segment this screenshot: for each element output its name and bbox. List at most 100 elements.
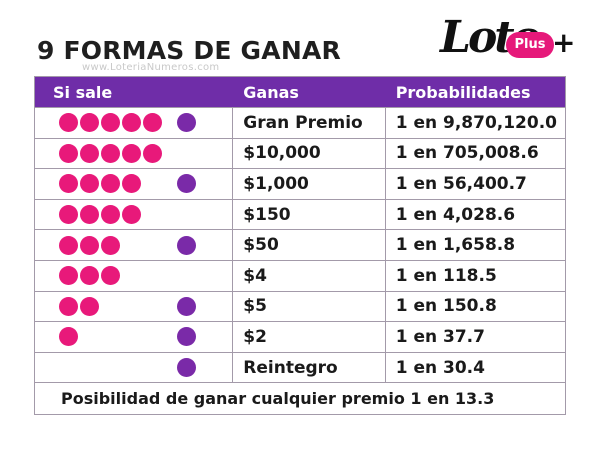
odds-label: 1 en 30.4 [395, 357, 485, 378]
prize-cell: $50 [233, 230, 386, 260]
logo-plus-sign: + [552, 26, 576, 59]
main-ball-icon [80, 143, 99, 163]
main-ball-icon [101, 143, 120, 163]
prize-cell: Reintegro [233, 352, 386, 383]
table-body: Gran Premio 1 en 9,870,120.0 $10,000 1 en 7… [35, 107, 565, 383]
prize-label: Reintegro [243, 357, 338, 378]
table-header: Si sale Ganas Probabilidades [35, 77, 565, 107]
prize-cell: $2 [233, 322, 386, 352]
odds-label: 1 en 1,658.8 [395, 235, 516, 256]
main-balls [59, 327, 78, 347]
balls-cell [35, 199, 234, 230]
table-row: $2 1 en 37.7 [35, 321, 565, 352]
main-balls [59, 143, 162, 163]
prize-label: $2 [243, 326, 267, 347]
main-balls [59, 235, 120, 255]
main-balls [59, 174, 141, 194]
watermark-text: www.LoteriaNumeros.com [82, 62, 220, 73]
main-ball-icon [101, 113, 120, 133]
bonus-ball-icon [177, 174, 196, 194]
odds-cell: 1 en 4,028.6 [386, 200, 565, 230]
main-ball-icon [80, 296, 99, 316]
main-ball-icon [80, 174, 99, 194]
odds-label: 1 en 118.5 [395, 265, 497, 286]
odds-label: 1 en 37.7 [395, 326, 485, 347]
odds-label: 1 en 4,028.6 [395, 204, 516, 225]
odds-cell: 1 en 705,008.6 [386, 139, 565, 169]
header-probabilidades: Probabilidades [395, 82, 531, 102]
main-ball-icon [122, 205, 141, 225]
main-balls [59, 296, 99, 316]
balls-cell [35, 352, 234, 383]
main-ball-icon [59, 174, 78, 194]
balls-cell [35, 322, 234, 352]
odds-cell: 1 en 150.8 [386, 292, 565, 322]
odds-cell: 1 en 37.7 [386, 322, 565, 352]
prize-label: $50 [243, 235, 279, 256]
odds-label: 1 en 56,400.7 [395, 173, 527, 194]
odds-cell: 1 en 1,658.8 [386, 230, 565, 260]
balls-cell [35, 169, 234, 199]
header-ganas: Ganas [243, 82, 299, 102]
prize-label: $10,000 [243, 143, 321, 164]
prize-label: $5 [243, 296, 267, 317]
logo-plus-badge: Plus [506, 32, 554, 58]
main-ball-icon [101, 266, 120, 286]
balls-cell [35, 138, 234, 169]
odds-cell: 1 en 118.5 [386, 261, 565, 291]
main-balls [59, 113, 162, 133]
odds-label: 1 en 150.8 [395, 296, 497, 317]
prize-label: $4 [243, 265, 267, 286]
prize-label: Gran Premio [243, 112, 363, 133]
table-footer: Posibilidad de ganar cualquier premio 1 … [35, 382, 565, 414]
odds-cell: 1 en 56,400.7 [386, 169, 565, 199]
main-ball-icon [101, 174, 120, 194]
balls-cell [35, 230, 234, 260]
balls-cell [35, 108, 234, 138]
table-row: $150 1 en 4,028.6 [35, 198, 565, 230]
balls-cell [35, 291, 234, 322]
main-ball-icon [59, 327, 78, 347]
main-ball-icon [143, 143, 162, 163]
table-row: $1,000 1 en 56,400.7 [35, 168, 565, 199]
prize-cell: Gran Premio [233, 108, 386, 138]
table-row: $4 1 en 118.5 [35, 259, 565, 291]
main-ball-icon [59, 266, 78, 286]
bonus-ball-icon [177, 327, 196, 347]
bonus-ball-icon [177, 113, 196, 133]
table-row: Reintegro 1 en 30.4 [35, 351, 565, 383]
main-ball-icon [59, 296, 78, 316]
main-ball-icon [80, 113, 99, 133]
main-balls [59, 266, 120, 286]
main-ball-icon [80, 235, 99, 255]
main-balls [59, 205, 141, 225]
bonus-ball-icon [177, 296, 196, 316]
bonus-ball-icon [177, 235, 196, 255]
table-row: $10,000 1 en 705,008.6 [35, 137, 565, 169]
prize-label: $1,000 [243, 173, 309, 194]
main-ball-icon [122, 113, 141, 133]
odds-cell: 1 en 9,870,120.0 [386, 108, 565, 138]
loto-plus-logo: Loto Plus + [440, 12, 575, 70]
table-row: Gran Premio 1 en 9,870,120.0 [35, 107, 565, 138]
prize-cell: $4 [233, 260, 386, 291]
prize-cell: $10,000 [233, 138, 386, 169]
main-ball-icon [122, 143, 141, 163]
prize-cell: $1,000 [233, 169, 386, 199]
main-ball-icon [101, 235, 120, 255]
main-ball-icon [80, 266, 99, 286]
prize-table: Si sale Ganas Probabilidades Gran Premio… [34, 76, 566, 416]
main-ball-icon [101, 205, 120, 225]
odds-cell: 1 en 30.4 [386, 353, 565, 383]
page-title: 9 FORMAS DE GANAR [37, 36, 341, 65]
header-si-sale: Si sale [53, 82, 113, 102]
balls-cell [35, 260, 234, 291]
main-ball-icon [80, 205, 99, 225]
table-row: $50 1 en 1,658.8 [35, 229, 565, 260]
main-ball-icon [122, 174, 141, 194]
main-ball-icon [59, 143, 78, 163]
main-ball-icon [59, 235, 78, 255]
odds-label: 1 en 9,870,120.0 [395, 112, 558, 133]
main-ball-icon [59, 113, 78, 133]
prize-label: $150 [243, 204, 291, 225]
